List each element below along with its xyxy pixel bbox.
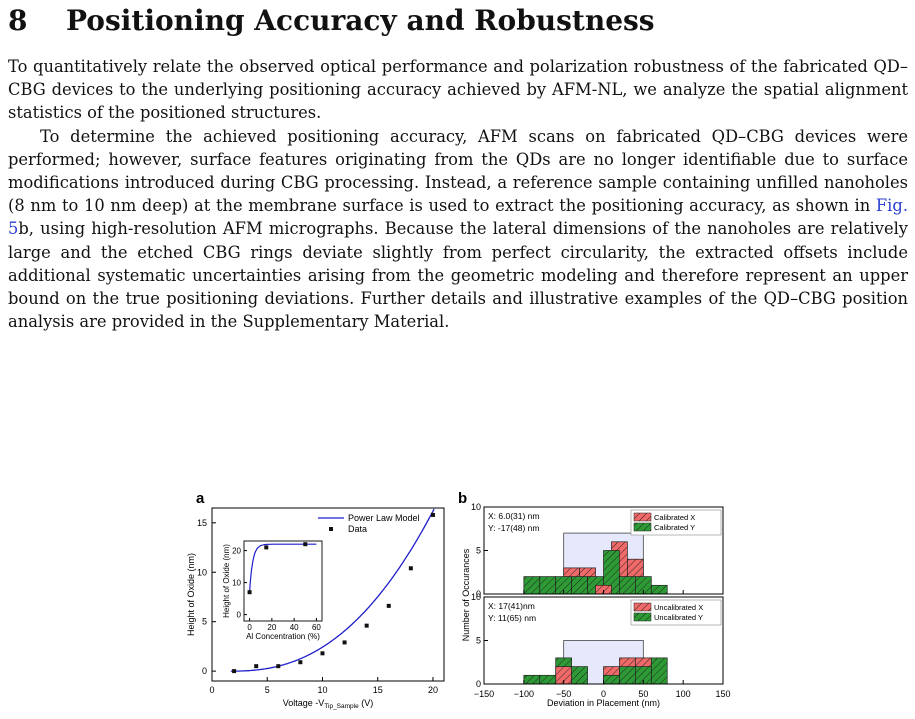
- data-point: [342, 640, 347, 645]
- data-point: [254, 664, 259, 669]
- data-point: [298, 660, 303, 665]
- power-law-model-line: [230, 508, 435, 672]
- paragraph-2: To determine the achieved positioning ac…: [8, 125, 908, 334]
- legend-data-label: Data: [348, 524, 367, 534]
- section-title: Positioning Accuracy and Robustness: [66, 4, 655, 37]
- x-tick-label: 20: [428, 685, 438, 695]
- legend-swatch-hatch: [634, 603, 651, 611]
- y-tick-label: 5: [202, 617, 207, 627]
- calibrated-y-bar-hatch: [539, 576, 556, 594]
- legend-swatch-hatch: [634, 613, 651, 621]
- calibrated-y-bar-hatch: [635, 576, 652, 594]
- paragraph-2-text-b: b, using high-resolution AFM micrographs…: [8, 219, 908, 332]
- inset-data-point: [303, 542, 308, 547]
- x-tick-label: −50: [556, 689, 571, 699]
- y-tick-label: 10: [471, 592, 481, 602]
- legend-data-swatch: [329, 527, 333, 531]
- panel-a-label: a: [196, 490, 205, 507]
- y-tick-label: 15: [197, 518, 207, 528]
- y-tick-label: 5: [476, 636, 481, 646]
- y-tick-label: 10: [471, 502, 481, 512]
- x-tick-label: 0: [209, 685, 214, 695]
- calibrated-stat-x: X: 6.0(31) nm: [488, 511, 540, 521]
- body-text: To quantitatively relate the observed op…: [8, 55, 908, 333]
- y-tick-label: 0: [476, 679, 481, 689]
- x-axis-label: Deviation in Placement (nm): [547, 698, 660, 708]
- legend-label: Calibrated X: [654, 513, 695, 522]
- inset-y-tick-label: 20: [232, 547, 241, 556]
- uncalibrated-y-bar-hatch: [523, 675, 540, 684]
- figure-reference-link[interactable]: Fig. 5: [8, 196, 908, 239]
- legend-label: Uncalibrated X: [654, 603, 703, 612]
- x-tick-label: 50: [638, 689, 648, 699]
- uncalibrated-y-bar-hatch: [539, 675, 556, 684]
- inset-data-point: [264, 545, 269, 550]
- y-axis-label: Number of Occurances: [461, 548, 471, 641]
- x-tick-label: 150: [715, 689, 730, 699]
- y-tick-label: 0: [202, 666, 207, 676]
- uncalibrated-y-bar-hatch: [619, 666, 636, 684]
- panel-b-label: b: [458, 490, 467, 507]
- y-axis-label: Height of Oxide (nm): [186, 553, 196, 636]
- calibrated-y-bar-hatch: [523, 576, 540, 594]
- x-tick-label: 5: [265, 685, 270, 695]
- uncalibrated-stat-y: Y: 11(65) nm: [488, 613, 536, 623]
- x-tick-label: −150: [474, 689, 494, 699]
- x-axis-label: Voltage -VTip_Sample (V): [283, 698, 373, 710]
- legend-swatch-hatch: [634, 513, 651, 521]
- data-point: [364, 623, 369, 628]
- legend-model-label: Power Law Model: [348, 513, 420, 523]
- paragraph-2-text-a: To determine the achieved positioning ac…: [8, 126, 908, 216]
- inset-y-tick-label: 10: [232, 579, 241, 588]
- calibrated-y-bar-hatch: [603, 550, 620, 594]
- calibrated-y-bar-hatch: [571, 576, 588, 594]
- x-tick-label: −100: [514, 689, 534, 699]
- legend-label: Calibrated Y: [654, 523, 695, 532]
- calibrated-stat-y: Y: -17(48) nm: [488, 523, 540, 533]
- calibrated-x-bar-hatch: [595, 585, 612, 594]
- inset-x-tick-label: 60: [312, 623, 321, 632]
- uncalibrated-stat-x: X: 17(41)nm: [488, 601, 535, 611]
- calibrated-y-bar-hatch: [651, 585, 668, 594]
- chart-b: 0 5 10 X: 6.0(31) nm Y: -17(48) nm Calibrated…: [461, 502, 731, 708]
- y-tick-label: 0: [476, 589, 481, 599]
- uncalibrated-y-bar-hatch: [651, 657, 668, 684]
- data-point: [408, 566, 413, 571]
- data-point: [386, 603, 391, 608]
- inset-data-point: [247, 590, 252, 595]
- inset-x-axis-label: Al Concentration (%): [246, 632, 320, 641]
- x-tick-label: 15: [373, 685, 383, 695]
- inset-y-tick-label: 0: [237, 611, 242, 620]
- paragraph-1: To quantitatively relate the observed op…: [8, 57, 908, 123]
- x-tick-label: 10: [317, 685, 327, 695]
- uncalibrated-x-bar-hatch: [555, 666, 572, 684]
- uncalibrated-y-bar-hatch: [635, 666, 652, 684]
- inset-frame: [243, 540, 323, 622]
- uncalibrated-y-bar-hatch: [571, 666, 588, 684]
- calibrated-y-bar-hatch: [555, 576, 572, 594]
- inset-x-tick-label: 0: [247, 623, 252, 632]
- legend-label: Uncalibrated Y: [654, 613, 703, 622]
- legend-swatch-hatch: [634, 523, 651, 531]
- y-tick-label: 10: [197, 567, 207, 577]
- data-point: [320, 651, 325, 656]
- inset-x-tick-label: 40: [290, 623, 299, 632]
- y-tick-label: 5: [476, 546, 481, 556]
- section-heading: 8 Positioning Accuracy and Robustness: [8, 4, 908, 37]
- section-number: 8: [8, 4, 28, 37]
- data-point: [430, 512, 435, 517]
- data-point: [232, 669, 237, 674]
- inset-y-axis-label: Height of Oxide (nm): [222, 544, 231, 618]
- x-tick-label: 100: [676, 689, 691, 699]
- inset-x-tick-label: 20: [267, 623, 276, 632]
- x-tick-label: 0: [601, 689, 606, 699]
- uncalibrated-y-bar-hatch: [603, 675, 620, 684]
- data-point: [276, 664, 281, 669]
- plot-frame: [211, 507, 445, 682]
- calibrated-y-bar-hatch: [619, 576, 636, 594]
